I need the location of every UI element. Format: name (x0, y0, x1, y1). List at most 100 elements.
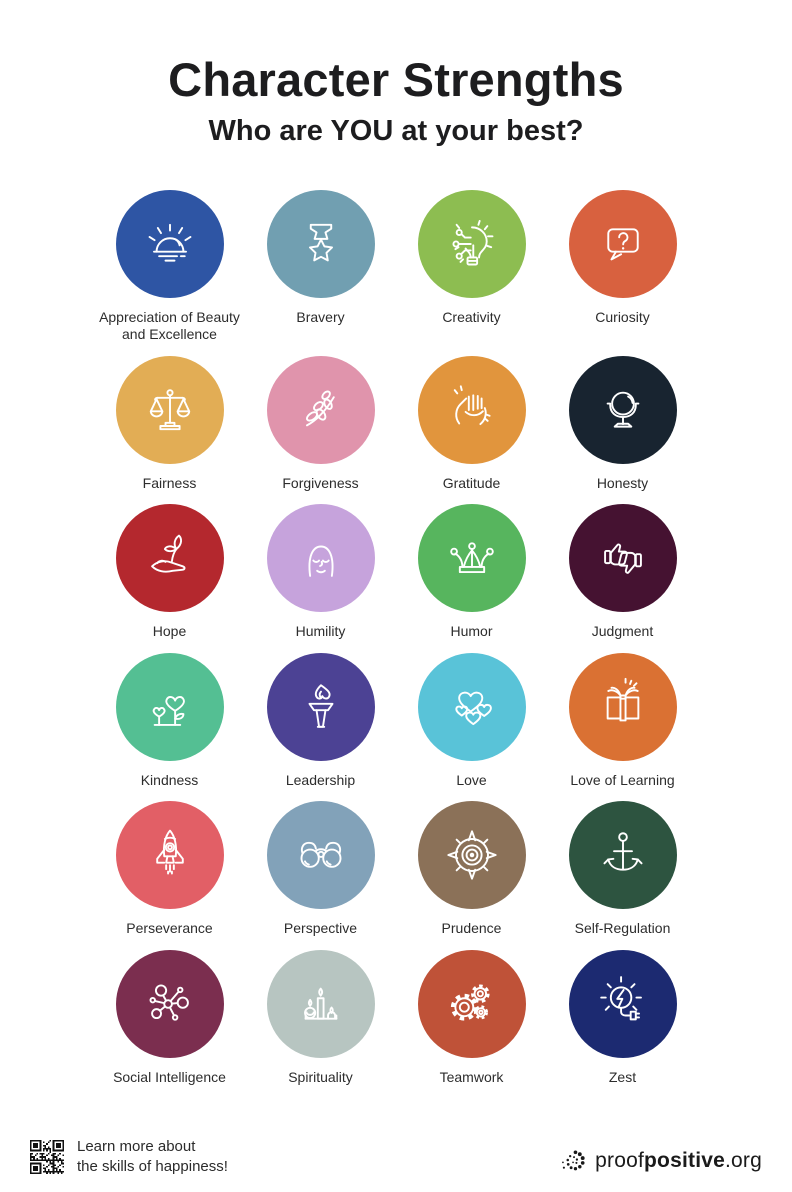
lightbulb-circuit-icon (451, 219, 493, 266)
strength-label: Forgiveness (282, 474, 359, 491)
strength-self-regulation: Self-Regulation (547, 801, 698, 938)
jester-hat-icon (449, 542, 494, 574)
qr-code-icon (30, 1139, 64, 1174)
strength-label: Humility (295, 623, 346, 640)
brand-bold: positive (644, 1148, 725, 1172)
strength-circle (266, 189, 375, 298)
strength-label: Bravery (296, 308, 345, 325)
question-bubble-icon (606, 228, 639, 261)
strength-label: Appreciation of Beauty and Excellence (99, 308, 240, 343)
strength-circle (568, 949, 677, 1058)
strength-appreciation-of-beauty-and-excellence: Appreciation of Beauty and Excellence (94, 189, 245, 344)
strength-circle (266, 504, 375, 613)
medal-icon (308, 223, 333, 262)
candles-icon (303, 987, 337, 1020)
page-subtitle: Who are YOU at your best? (208, 114, 584, 147)
strength-circle (417, 504, 526, 613)
strength-label: Prudence (441, 920, 502, 937)
strength-circle (568, 189, 677, 298)
binoculars-icon (300, 842, 341, 868)
strength-circle (417, 801, 526, 910)
strength-circle (266, 801, 375, 910)
strength-circle (417, 949, 526, 1058)
strength-circle (568, 801, 677, 910)
strength-circle (115, 189, 224, 298)
strength-fairness: Fairness (94, 355, 245, 493)
clasped-hands-icon (453, 385, 491, 425)
strength-social-intelligence: Social Intelligence (94, 949, 245, 1087)
footer-brand-block: proofpositive.org (561, 1147, 762, 1174)
strength-circle (568, 652, 677, 761)
strength-spirituality: Spirituality (245, 949, 396, 1087)
hearts-icon (454, 691, 492, 725)
anchor-icon (602, 832, 643, 871)
network-icon (149, 984, 189, 1021)
energy-plug-icon (599, 975, 642, 1021)
page-title: Character Strengths (168, 53, 624, 106)
strength-circle (417, 652, 526, 761)
torch-icon (308, 683, 333, 728)
mirror-icon (606, 391, 639, 428)
strength-circle (115, 504, 224, 613)
strength-label: Teamwork (439, 1068, 504, 1085)
strength-perspective: Perspective (245, 801, 396, 938)
strength-curiosity: Curiosity (547, 189, 698, 344)
strength-label: Spirituality (288, 1068, 353, 1085)
strength-honesty: Honesty (547, 355, 698, 493)
strength-circle (115, 801, 224, 910)
brand-text: proofpositive.org (595, 1149, 762, 1173)
strength-prudence: Prudence (396, 801, 547, 938)
strength-label: Self-Regulation (574, 920, 671, 937)
strength-label: Curiosity (595, 308, 650, 325)
strength-label: Honesty (596, 474, 649, 491)
strength-label: Perseverance (126, 920, 213, 937)
strength-forgiveness: Forgiveness (245, 355, 396, 493)
strength-circle (115, 949, 224, 1058)
calm-face-icon (308, 545, 333, 578)
strength-zest: Zest (547, 949, 698, 1087)
poster-header: Character Strengths Who are YOU at your … (0, 0, 792, 148)
strength-label: Love (456, 771, 487, 788)
compass-icon (446, 830, 497, 880)
strength-teamwork: Teamwork (396, 949, 547, 1087)
open-book-icon (606, 677, 639, 722)
strengths-grid: Appreciation of Beauty and Excellence Bra… (0, 189, 792, 1087)
strength-kindness: Kindness (94, 652, 245, 790)
strength-creativity: Creativity (396, 189, 547, 344)
gears-icon (450, 984, 490, 1021)
sunrise-icon (148, 223, 191, 262)
balance-scales-icon (149, 388, 190, 430)
strength-leadership: Leadership (245, 652, 396, 790)
strength-label: Gratitude (442, 474, 501, 491)
strength-label: Humor (450, 623, 493, 640)
footer-qr-block: Learn more about the skills of happiness… (30, 1137, 228, 1178)
strength-label: Kindness (140, 771, 199, 788)
hand-sprout-icon (150, 534, 185, 573)
strength-love-of-learning: Love of Learning (547, 652, 698, 790)
strength-label: Social Intelligence (113, 1068, 226, 1085)
strength-circle (115, 355, 224, 464)
strength-label: Leadership (285, 771, 356, 788)
qr-note-line2: the skills of happiness! (77, 1157, 228, 1175)
strength-label: Hope (152, 623, 187, 640)
strength-label: Judgment (591, 623, 654, 640)
strength-circle (568, 355, 677, 464)
strength-judgment: Judgment (547, 504, 698, 641)
strength-perseverance: Perseverance (94, 801, 245, 938)
strength-label: Love of Learning (570, 771, 675, 788)
heart-flowers-icon (152, 695, 185, 726)
strength-circle (115, 652, 224, 761)
strength-humor: Humor (396, 504, 547, 641)
dotted-swirl-logo-icon (562, 1150, 585, 1171)
strength-gratitude: Gratitude (396, 355, 547, 493)
strength-love: Love (396, 652, 547, 790)
brand-prefix: proof (595, 1148, 645, 1172)
strength-circle (417, 189, 526, 298)
strength-circle (266, 652, 375, 761)
qr-note: Learn more about the skills of happiness… (77, 1137, 228, 1178)
strength-label: Fairness (142, 474, 197, 491)
rocket-icon (155, 829, 184, 875)
strength-label: Perspective (283, 920, 358, 937)
strength-circle (266, 355, 375, 464)
thumbs-up-down-icon (603, 543, 642, 574)
